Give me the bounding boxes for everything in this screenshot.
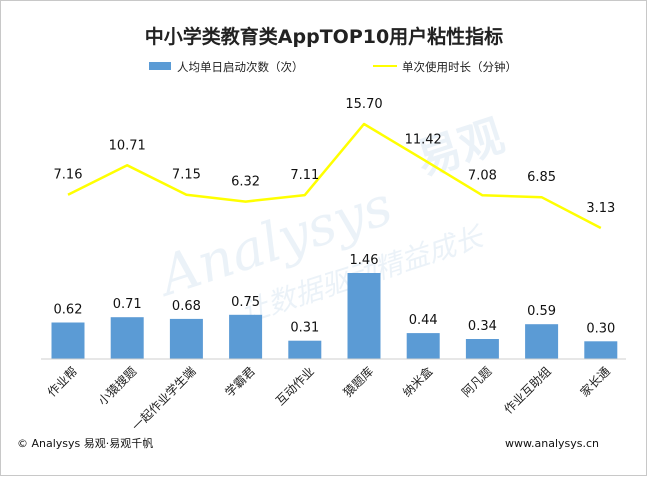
bar-value-label: 0.62: [54, 303, 83, 318]
x-tick-label: 家长通: [577, 364, 613, 400]
bar-value-label: 0.68: [172, 299, 201, 314]
legend-line-label: 单次使用时长（分钟）: [402, 60, 517, 74]
bar: [110, 317, 144, 359]
line-value-label: 3.13: [586, 201, 615, 216]
bar-value-label: 0.44: [409, 313, 438, 328]
x-tick-label: 作业互助组: [501, 364, 553, 416]
bar: [347, 273, 381, 359]
x-tick-label: 猿题库: [340, 364, 376, 400]
footer-website: www.analysys.cn: [505, 437, 599, 450]
bar-value-label: 0.30: [586, 321, 615, 336]
bar: [525, 324, 559, 359]
bar: [406, 333, 440, 359]
watermark: Analysys 易观 让数据驱动精益成长: [147, 110, 510, 329]
x-tick-label: 阿凡题: [459, 364, 494, 399]
bar: [465, 339, 499, 359]
x-tick-label: 纳米盒: [399, 364, 435, 400]
bar: [169, 318, 203, 359]
line-value-label: 7.08: [468, 168, 497, 183]
bar: [584, 341, 618, 359]
x-tick-label: 小猿搜题: [95, 364, 140, 409]
bar-value-label: 0.71: [113, 297, 142, 312]
chart-title: 中小学类教育类AppTOP10用户粘性指标: [145, 25, 503, 48]
line-value-label: 7.16: [54, 168, 83, 183]
bar-value-label: 0.59: [527, 304, 556, 319]
legend: 人均单日启动次数（次） 单次使用时长（分钟）: [149, 60, 517, 74]
line-series: [67, 122, 602, 230]
bar: [288, 340, 322, 359]
x-tick-label: 作业帮: [45, 364, 80, 399]
bar-series: [51, 273, 618, 359]
footer-copyright: © Analysys 易观·易观千帆: [17, 436, 153, 450]
legend-bar-swatch: [149, 62, 171, 70]
bar: [229, 314, 263, 359]
bar-value-label: 0.34: [468, 319, 497, 334]
line-value-label: 6.32: [231, 175, 260, 190]
line-value-labels: 7.16 10.71 7.15 6.32 7.11 15.70 11.42 7.08 6.85 3…: [54, 97, 616, 216]
line-value-label: 10.71: [109, 138, 146, 153]
bar-value-label: 0.75: [231, 295, 260, 310]
bar: [51, 322, 85, 359]
line-value-label: 7.11: [290, 168, 319, 183]
line-value-label: 11.42: [405, 132, 442, 147]
bar-value-label: 0.31: [290, 321, 319, 336]
x-tick-label: 学霸君: [222, 364, 258, 400]
line-value-label: 15.70: [345, 97, 382, 112]
bar-value-label: 1.46: [350, 253, 379, 268]
bar-value-labels: 0.62 0.71 0.68 0.75 0.31 1.46 0.44 0.34 0.59 0.30: [54, 253, 616, 336]
line-value-label: 6.85: [527, 170, 556, 185]
legend-bar-label: 人均单日启动次数（次）: [177, 60, 304, 74]
line-value-label: 7.15: [172, 168, 201, 183]
x-tick-label: 互动作业: [273, 364, 317, 408]
